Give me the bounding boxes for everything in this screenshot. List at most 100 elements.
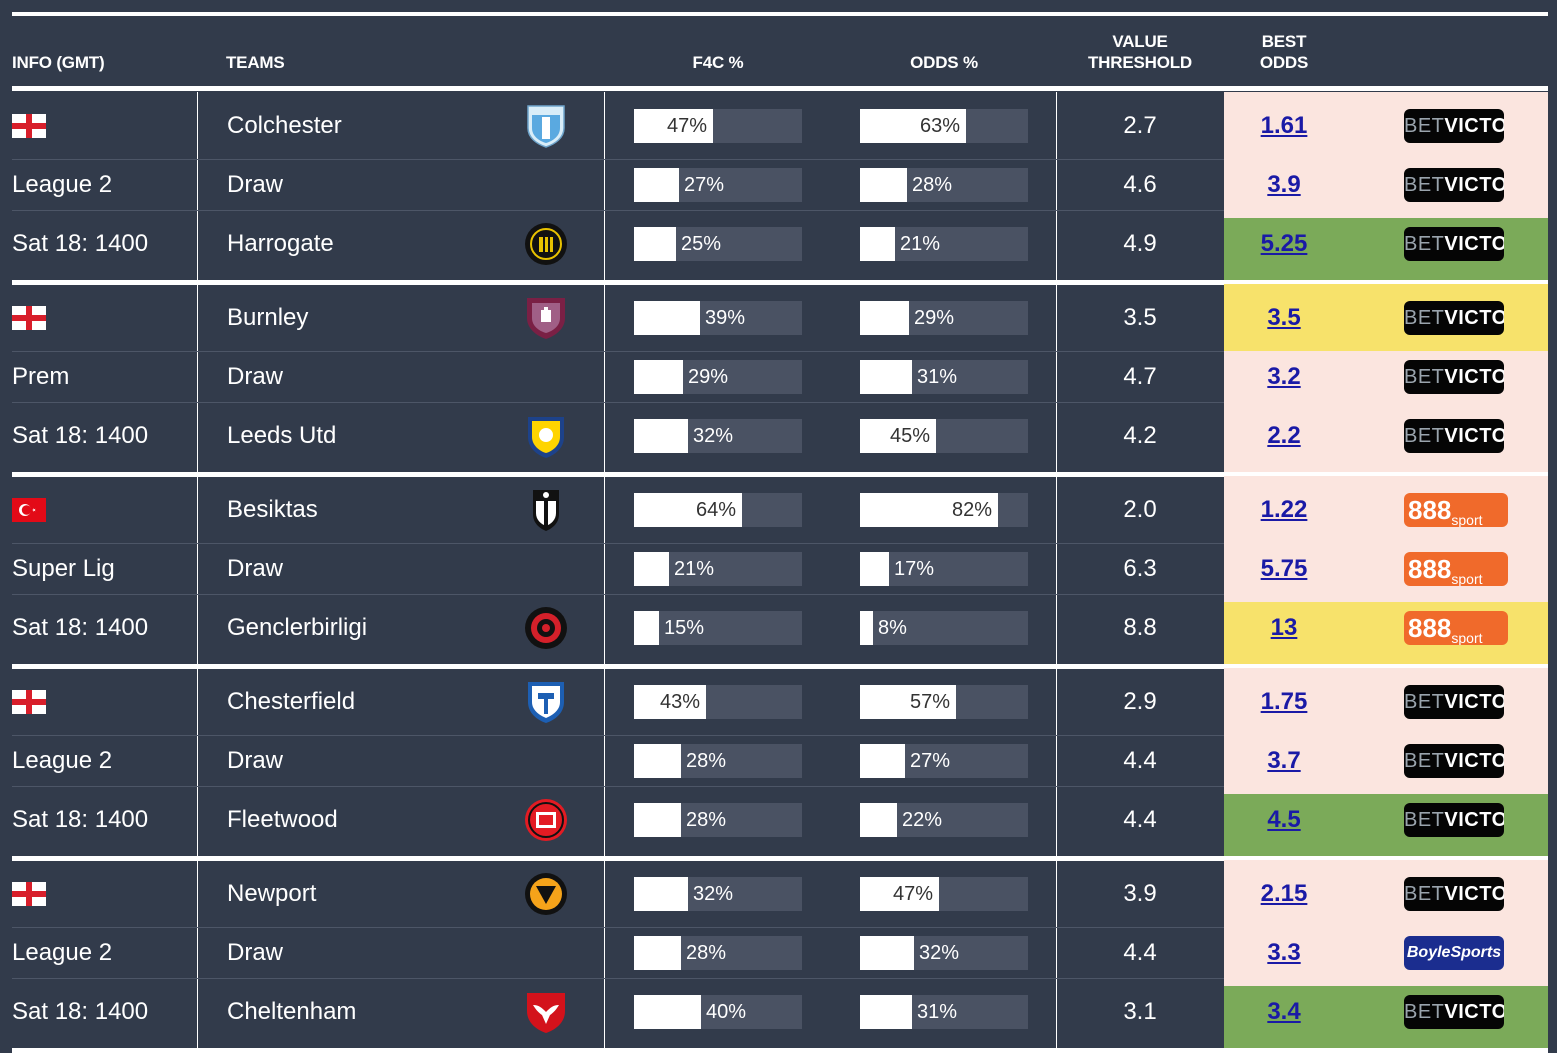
row-divider	[12, 402, 1224, 403]
match-group: Burnley 39% 29% 3.5 3.5 BETVICTOR Prem Draw 29% 3…	[0, 284, 1557, 472]
team-name[interactable]: Draw	[227, 747, 284, 774]
f4c-bar-label: 28%	[686, 942, 727, 964]
match-separator	[12, 280, 1548, 285]
odds-pct-bar: 28%	[860, 168, 1028, 202]
best-odds-link[interactable]: 13	[1270, 614, 1298, 641]
team-name[interactable]: Draw	[227, 171, 284, 198]
f4c-bar: 32%	[634, 419, 802, 453]
betvictor-logo[interactable]: BETVICTOR	[1404, 419, 1504, 453]
betvictor-logo[interactable]: BETVICTOR	[1404, 109, 1504, 143]
f4c-bar-label: 15%	[664, 617, 705, 639]
header-value-threshold: VALUE THRESHOLD	[1070, 31, 1210, 73]
odds-pct-bar: 45%	[860, 419, 1028, 453]
betvictor-logo[interactable]: BETVICTOR	[1404, 995, 1504, 1029]
table-row: Sat 18: 1400 Cheltenham 40% 31% 3.1 3.4 BETVIC…	[0, 986, 1557, 1038]
betvictor-logo[interactable]: BETVICTOR	[1404, 168, 1504, 202]
england-flag-icon	[12, 690, 46, 714]
odds-pct-bar: 17%	[860, 552, 1028, 586]
team-name[interactable]: Leeds Utd	[227, 422, 337, 449]
best-odds-link[interactable]: 5.75	[1260, 555, 1308, 582]
betvictor-logo[interactable]: BETVICTOR	[1404, 227, 1504, 261]
odds-pct-bar-fill	[860, 109, 966, 143]
column-divider	[197, 92, 198, 280]
column-divider	[197, 860, 198, 1048]
f4c-bar-label: 47%	[666, 115, 707, 137]
888sport-logo[interactable]: 888sport	[1404, 552, 1508, 586]
f4c-bar: 43%	[634, 685, 802, 719]
column-divider	[197, 668, 198, 856]
best-odds-link[interactable]: 3.7	[1267, 747, 1301, 774]
odds-pct-bar-label: 63%	[919, 115, 960, 137]
best-odds-link[interactable]: 3.2	[1267, 363, 1301, 390]
best-odds-link[interactable]: 3.4	[1267, 998, 1301, 1025]
best-odds-link[interactable]: 2.15	[1260, 880, 1308, 907]
f4c-bar-label: 43%	[659, 691, 700, 713]
table-row: Besiktas 64% 82% 2.0 1.22 888sport	[0, 484, 1557, 536]
team-name[interactable]: Colchester	[227, 112, 342, 139]
value-threshold: 3.9	[1123, 880, 1157, 907]
best-odds-link[interactable]: 1.22	[1260, 496, 1308, 523]
odds-pct-bar-label: 82%	[951, 499, 992, 521]
england-flag-icon	[12, 306, 46, 330]
team-name[interactable]: Burnley	[227, 304, 309, 331]
table-row: Colchester 47% 63% 2.7 1.61 BETVICTOR	[0, 100, 1557, 152]
kickoff-time: Sat 18: 1400	[12, 614, 149, 641]
team-name[interactable]: Fleetwood	[227, 806, 338, 833]
888sport-logo[interactable]: 888sport	[1404, 493, 1508, 527]
betvictor-logo[interactable]: BETVICTOR	[1404, 301, 1504, 335]
column-divider	[197, 284, 198, 472]
best-odds-link[interactable]: 1.61	[1260, 112, 1308, 139]
best-odds-link[interactable]: 2.2	[1267, 422, 1301, 449]
odds-pct-bar-label: 22%	[902, 809, 943, 831]
burnley-crest-icon	[524, 295, 568, 341]
best-odds-link[interactable]: 1.75	[1260, 688, 1308, 715]
team-name[interactable]: Harrogate	[227, 230, 334, 257]
team-name[interactable]: Genclerbirligi	[227, 614, 368, 641]
betvictor-logo[interactable]: BETVICTOR	[1404, 360, 1504, 394]
888sport-logo[interactable]: 888sport	[1404, 611, 1508, 645]
table-row: League 2 Draw 28% 32% 4.4 3.3 BoyleSports	[0, 927, 1557, 979]
f4c-bar: 32%	[634, 877, 802, 911]
f4c-bar-label: 39%	[705, 307, 746, 329]
row-divider	[12, 594, 1224, 595]
f4c-bar: 27%	[634, 168, 802, 202]
betvictor-logo[interactable]: BETVICTOR	[1404, 744, 1504, 778]
value-threshold: 4.9	[1123, 230, 1157, 257]
best-odds-link[interactable]: 3.5	[1267, 304, 1301, 331]
chesterfield-crest-icon	[524, 679, 568, 725]
table-row: Chesterfield 43% 57% 2.9 1.75 BETVICTOR	[0, 676, 1557, 728]
f4c-bar: 28%	[634, 803, 802, 837]
odds-pct-bar: 22%	[860, 803, 1028, 837]
row-divider	[12, 978, 1224, 979]
odds-pct-bar: 8%	[860, 611, 1028, 645]
betvictor-logo[interactable]: BETVICTOR	[1404, 803, 1504, 837]
betvictor-logo[interactable]: BETVICTOR	[1404, 685, 1504, 719]
team-name[interactable]: Cheltenham	[227, 998, 357, 1025]
team-name[interactable]: Besiktas	[227, 496, 318, 523]
column-divider	[604, 860, 605, 1048]
odds-pct-bar-label: 47%	[892, 883, 933, 905]
odds-pct-bar-fill	[860, 936, 914, 970]
betvictor-logo[interactable]: BETVICTOR	[1404, 877, 1504, 911]
odds-pct-bar-fill	[860, 360, 912, 394]
match-separator	[12, 472, 1548, 477]
header-value-line2: THRESHOLD	[1088, 53, 1192, 72]
f4c-bar-fill	[634, 360, 683, 394]
best-odds-link[interactable]: 3.9	[1267, 171, 1301, 198]
team-name[interactable]: Draw	[227, 939, 284, 966]
fleetwood-crest-icon	[524, 797, 568, 843]
best-odds-link[interactable]: 5.25	[1260, 230, 1308, 257]
match-group: Newport 32% 47% 3.9 2.15 BETVICTOR League 2 Dra…	[0, 860, 1557, 1048]
boylesports-logo[interactable]: BoyleSports	[1404, 936, 1504, 970]
odds-pct-bar-fill	[860, 168, 907, 202]
best-odds-link[interactable]: 4.5	[1267, 806, 1301, 833]
team-name[interactable]: Draw	[227, 363, 284, 390]
best-odds-link[interactable]: 3.3	[1267, 939, 1301, 966]
f4c-bar: 64%	[634, 493, 802, 527]
team-name[interactable]: Newport	[227, 880, 317, 907]
team-name[interactable]: Draw	[227, 555, 284, 582]
f4c-bar-fill	[634, 552, 669, 586]
team-name[interactable]: Chesterfield	[227, 688, 356, 715]
value-threshold: 8.8	[1123, 614, 1157, 641]
